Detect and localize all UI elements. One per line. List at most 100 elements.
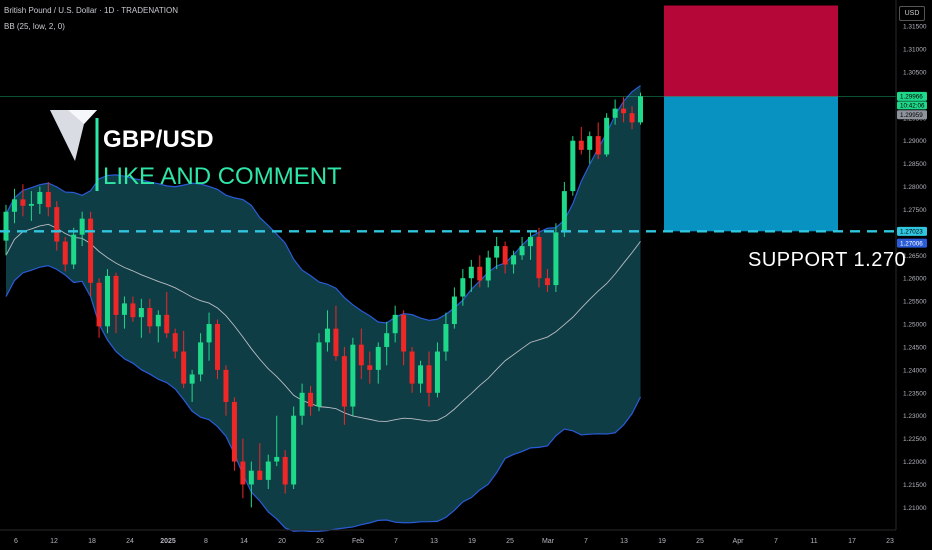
candle [392,305,398,343]
price-label-support: 1.27023 [897,226,927,236]
candle [71,227,77,270]
candle [434,342,440,398]
time-tick-label: 7 [584,538,588,545]
candle [418,360,424,393]
time-tick-label: Mar [542,538,555,545]
price-tick-label: 1.31000 [903,47,927,54]
svg-text:1.29959: 1.29959 [900,112,923,119]
candle [189,369,195,402]
price-lines [0,96,896,233]
candle [511,250,517,274]
candle [358,328,364,380]
candle [451,287,457,329]
price-label-current-price: 1.29966 [897,91,927,101]
candle [299,383,305,425]
candle [105,269,111,334]
time-tick-label: 8 [204,538,208,545]
candle [553,223,559,292]
candle [519,236,525,260]
candle [28,191,34,221]
candle [502,241,508,274]
time-tick-label: 6 [14,538,18,545]
price-label-countdown: 10:42:06 [897,101,927,110]
candle [88,211,94,297]
price-tick-label: 1.26000 [903,276,927,283]
price-tick-label: 1.25500 [903,299,927,306]
price-tick-label: 1.27500 [903,207,927,214]
time-axis[interactable]: 6 12 18 24 2025 8 14 20 26 Feb 7 13 19 25 Mar 7 13 19 25 Ap… [0,529,896,545]
time-tick-label: 2025 [160,538,176,545]
price-tick-label: 1.24000 [903,367,927,374]
candle [443,312,449,361]
time-tick-label: Feb [352,538,364,545]
candle [460,269,466,306]
time-tick-label: 7 [774,538,778,545]
candle [629,106,635,130]
candle [291,406,297,490]
price-tick-label: 1.23000 [903,413,927,420]
candle [477,255,483,288]
price-tick-label: 1.24500 [903,344,927,351]
candle [20,184,26,217]
candle [265,454,271,490]
stop-zone[interactable] [664,5,838,97]
upper-band [5,85,641,324]
price-tick-label: 1.30500 [903,69,927,76]
time-tick-label: 18 [88,538,96,545]
time-tick-label: 17 [848,538,856,545]
svg-text:1.27023: 1.27023 [900,229,923,236]
candle [62,236,68,272]
candle [544,269,550,292]
price-tick-label: 1.23500 [903,390,927,397]
candle [181,330,187,389]
candle [409,346,415,393]
candle [248,461,254,508]
candle [308,385,314,416]
candle [341,346,347,425]
price-axis[interactable]: 1.315001.310001.305001.300001.295001.290… [895,0,927,530]
time-tick-label: 25 [696,538,704,545]
overlay-title: GBP/USD [103,126,214,153]
symbol-title: British Pound / U.S. Dollar · 1D · TRADE… [4,6,178,15]
indicator-label[interactable]: BB (25, low, 2, 0) [4,22,65,31]
time-tick-label: 12 [50,538,58,545]
price-tick-label: 1.21500 [903,482,927,489]
candle [240,438,246,499]
time-tick-label: 7 [394,538,398,545]
candle [316,333,322,412]
candle [3,204,9,256]
support-annotation: SUPPORT 1.270 [748,249,907,271]
price-tick-label: 1.28000 [903,184,927,191]
price-label-band: 1.27006 [897,238,927,248]
candle [138,298,144,338]
candle [638,92,643,125]
time-tick-label: 11 [810,538,817,545]
candle [578,126,584,155]
candle [612,99,618,125]
candle [96,278,102,338]
candle [595,122,601,160]
candle [587,131,593,164]
currency-button[interactable]: USD [899,6,925,21]
candle [215,319,220,380]
price-label-marker: 1.29959 [897,110,927,120]
candle [198,333,204,382]
price-tick-label: 1.22500 [903,436,927,443]
candle [367,351,373,384]
candle [223,365,229,416]
price-tick-label: 1.31500 [903,24,927,31]
candle [561,181,567,237]
svg-text:10:42:06: 10:42:06 [900,103,925,110]
target-zone[interactable] [664,96,838,232]
candle [79,211,85,247]
candle [37,186,43,215]
candle [282,450,288,494]
price-tick-label: 1.22000 [903,459,927,466]
overlay-subtitle: LIKE AND COMMENT [103,163,342,190]
candle [604,113,610,157]
candle [324,310,330,352]
brand-logo-icon [50,110,99,191]
time-tick-label: 26 [316,538,324,545]
candle [257,443,263,480]
